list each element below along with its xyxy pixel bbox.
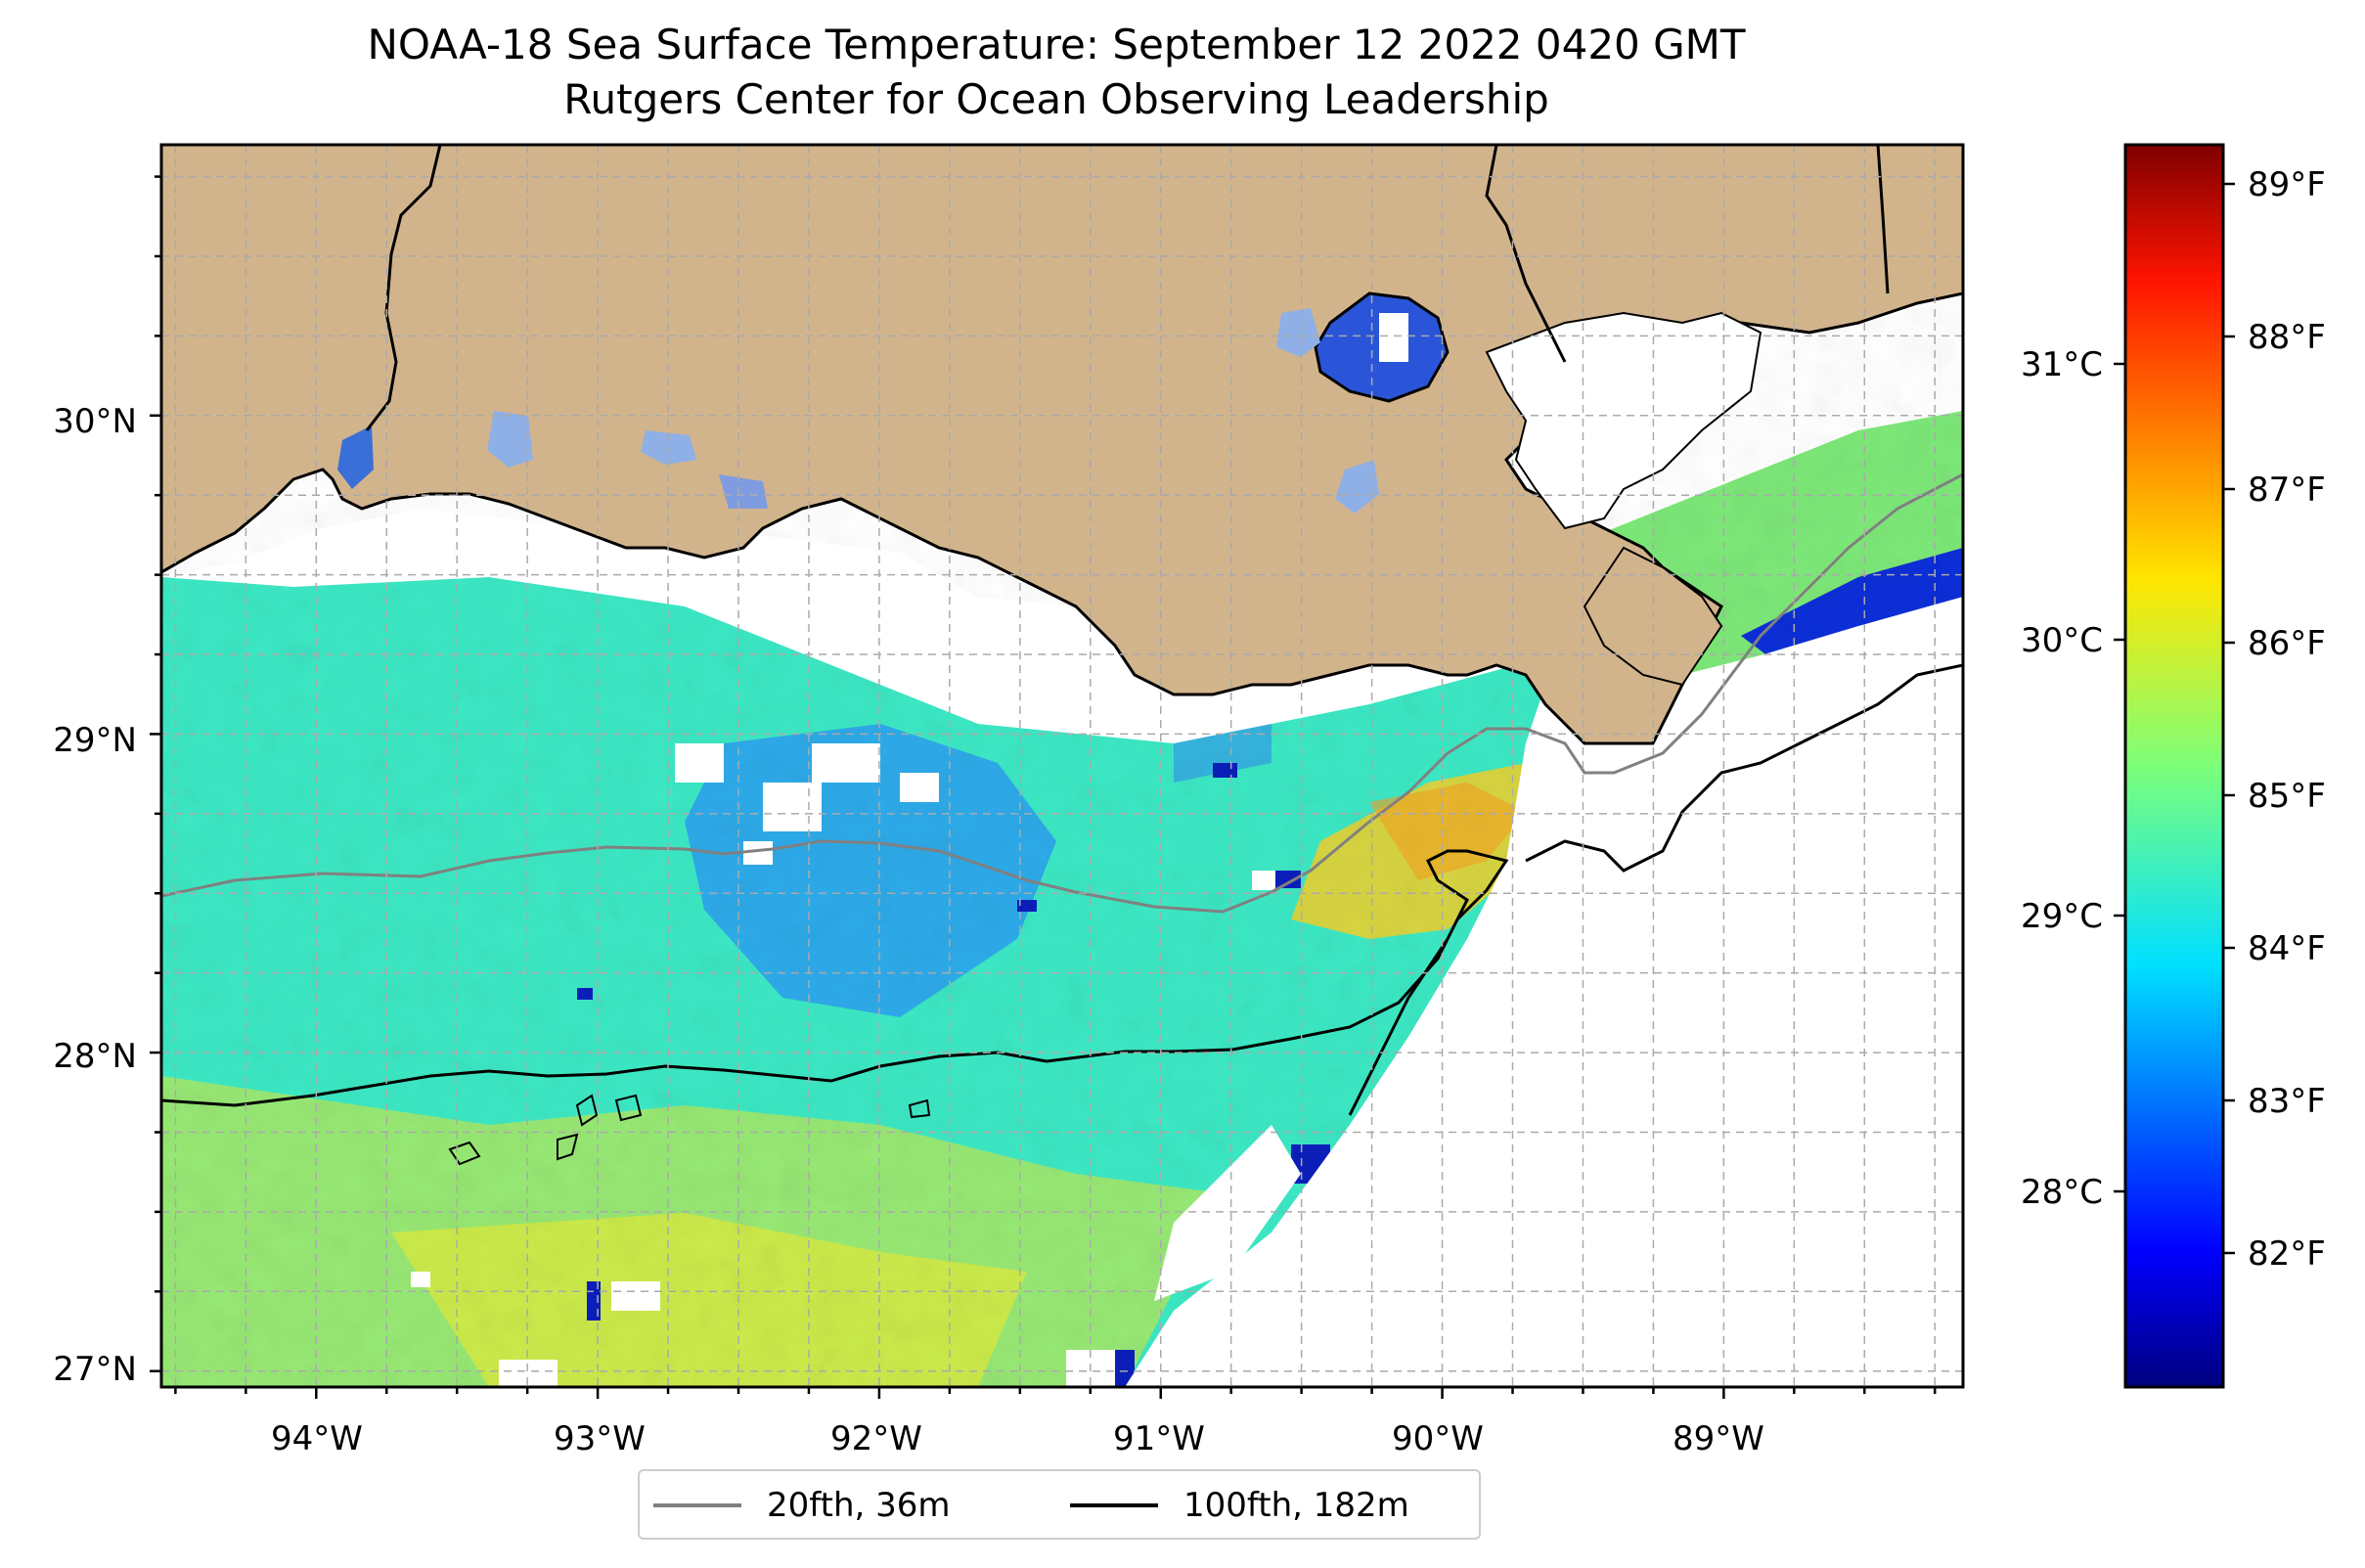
- legend-label: 20fth, 36m: [767, 1486, 951, 1525]
- state-boundary-3: [1876, 145, 1890, 294]
- celsius-tick: 31°C: [2021, 345, 2103, 384]
- x-tick-label: 89°W: [1673, 1419, 1764, 1458]
- fahrenheit-tick: 85°F: [2248, 777, 2326, 816]
- map-title: NOAA-18 Sea Surface Temperature: Septemb…: [367, 21, 1746, 68]
- fahrenheit-tick: 83°F: [2248, 1082, 2326, 1121]
- state-boundary: [365, 145, 442, 431]
- x-tick-labels: 94°W 93°W 92°W 91°W 90°W 89°W: [271, 1419, 1764, 1458]
- x-tick-label: 90°W: [1392, 1419, 1484, 1458]
- fahrenheit-tick: 82°F: [2248, 1234, 2326, 1274]
- map-area: [161, 145, 1963, 1387]
- contour-legend: 20fth, 36m 100fth, 182m: [638, 1469, 1481, 1540]
- map-ticks: [150, 175, 1937, 1399]
- fahrenheit-tick: 84°F: [2248, 929, 2326, 968]
- fahrenheit-tick: 87°F: [2248, 470, 2326, 510]
- graticule: [161, 145, 1963, 1387]
- celsius-tick: 30°C: [2021, 621, 2103, 660]
- celsius-tick: 29°C: [2021, 897, 2103, 936]
- colorbar: 31°C 30°C 29°C 28°C 89°F 88°F 87°F 86°F …: [2021, 143, 2326, 1389]
- legend-swatch-black: [1070, 1503, 1158, 1507]
- map-subtitle: Rutgers Center for Ocean Observing Leade…: [563, 75, 1549, 123]
- x-tick-label: 93°W: [554, 1419, 646, 1458]
- legend-item-100fth: 100fth, 182m: [1070, 1483, 1409, 1528]
- fahrenheit-tick: 89°F: [2248, 165, 2326, 204]
- legend-label: 100fth, 182m: [1183, 1486, 1409, 1525]
- legend-item-20fth: 20fth, 36m: [653, 1483, 951, 1528]
- fahrenheit-tick: 86°F: [2248, 624, 2326, 663]
- y-tick-label: 29°N: [53, 721, 137, 760]
- map-frame: [159, 143, 1965, 1389]
- fahrenheit-tick: 88°F: [2248, 318, 2326, 357]
- y-tick-label: 28°N: [53, 1037, 137, 1076]
- contour-20fth: [161, 472, 1963, 914]
- x-tick-label: 94°W: [271, 1419, 363, 1458]
- celsius-tick: 28°C: [2021, 1173, 2103, 1212]
- y-tick-label: 30°N: [53, 402, 137, 441]
- state-boundary-2: [1485, 145, 1567, 363]
- colorbar-gradient: [2123, 143, 2225, 1389]
- contour-100fth: [161, 849, 1509, 1116]
- x-tick-label: 92°W: [830, 1419, 922, 1458]
- y-tick-labels: 27°N 28°N 29°N 30°N: [53, 402, 137, 1389]
- x-tick-label: 91°W: [1113, 1419, 1205, 1458]
- y-tick-label: 27°N: [53, 1350, 137, 1389]
- legend-swatch-gray: [653, 1503, 741, 1507]
